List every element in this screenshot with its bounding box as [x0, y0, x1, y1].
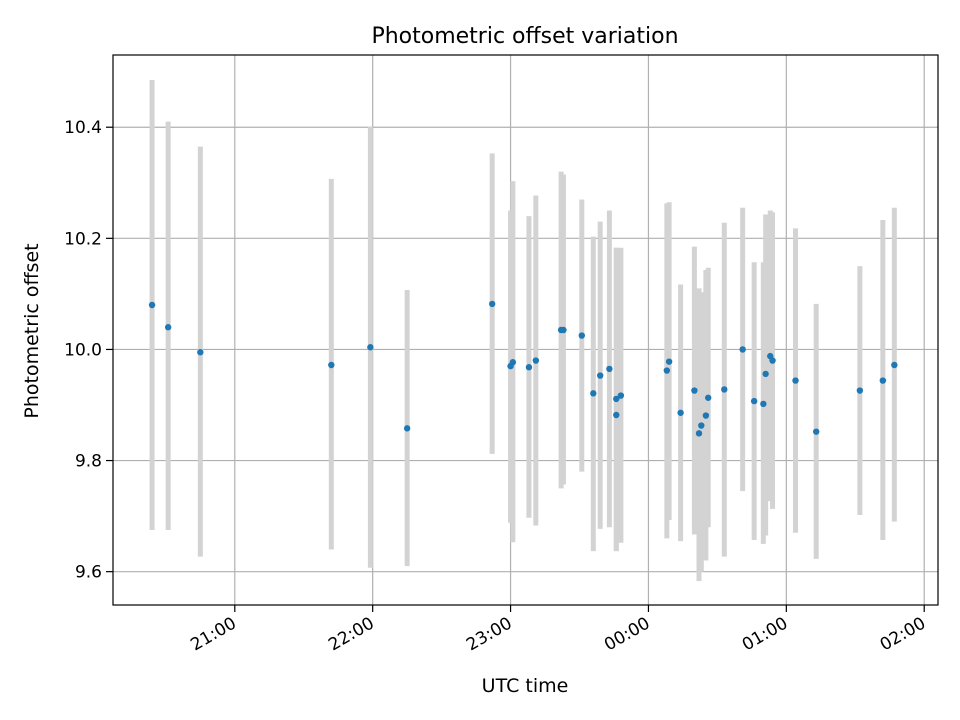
data-point — [488, 300, 496, 308]
data-point — [197, 349, 204, 356]
data-point — [792, 377, 799, 384]
data-point — [164, 324, 172, 331]
data-point — [613, 411, 620, 419]
data-point — [509, 359, 517, 366]
y-tick-label: 10.0 — [64, 340, 102, 360]
data-point — [606, 365, 613, 373]
data-point — [856, 387, 864, 394]
y-tick-label: 9.6 — [75, 563, 102, 583]
data-point — [532, 357, 540, 364]
data-point — [750, 397, 758, 405]
plot-frame — [112, 54, 939, 606]
y-axis-ticks: 9.6 9.8 10.0 10.2 10.4 — [64, 118, 113, 583]
chart-title: Photometric offset variation — [371, 24, 678, 49]
data-point — [813, 428, 820, 435]
data-point — [721, 386, 728, 393]
y-tick-label: 9.8 — [75, 452, 102, 472]
data-point — [328, 361, 335, 369]
data-point — [769, 357, 776, 364]
data-point — [702, 412, 710, 419]
data-point — [691, 387, 698, 394]
data-point — [617, 392, 625, 399]
data-point — [698, 422, 705, 429]
data-point — [525, 364, 533, 371]
x-axis-label: UTC time — [482, 675, 569, 697]
data-point — [891, 361, 898, 369]
y-axis-label: Photometric offset — [21, 243, 43, 418]
data-point — [403, 425, 411, 432]
data-point — [760, 400, 767, 408]
data-point — [578, 332, 586, 339]
data-point — [879, 377, 887, 384]
data-point — [590, 390, 597, 397]
data-point — [367, 344, 374, 351]
data-point — [663, 367, 671, 374]
data-point — [560, 326, 567, 334]
data-point — [695, 430, 703, 437]
data-point — [739, 346, 746, 353]
data-point — [613, 395, 620, 403]
data-point — [704, 394, 712, 401]
data-point — [677, 409, 684, 416]
data-point — [762, 370, 769, 378]
data-point — [148, 301, 156, 309]
data-point — [665, 358, 673, 365]
data-points — [148, 300, 898, 437]
y-tick-label: 10.2 — [64, 229, 102, 249]
data-point — [596, 372, 604, 379]
y-tick-label: 10.4 — [64, 118, 102, 138]
